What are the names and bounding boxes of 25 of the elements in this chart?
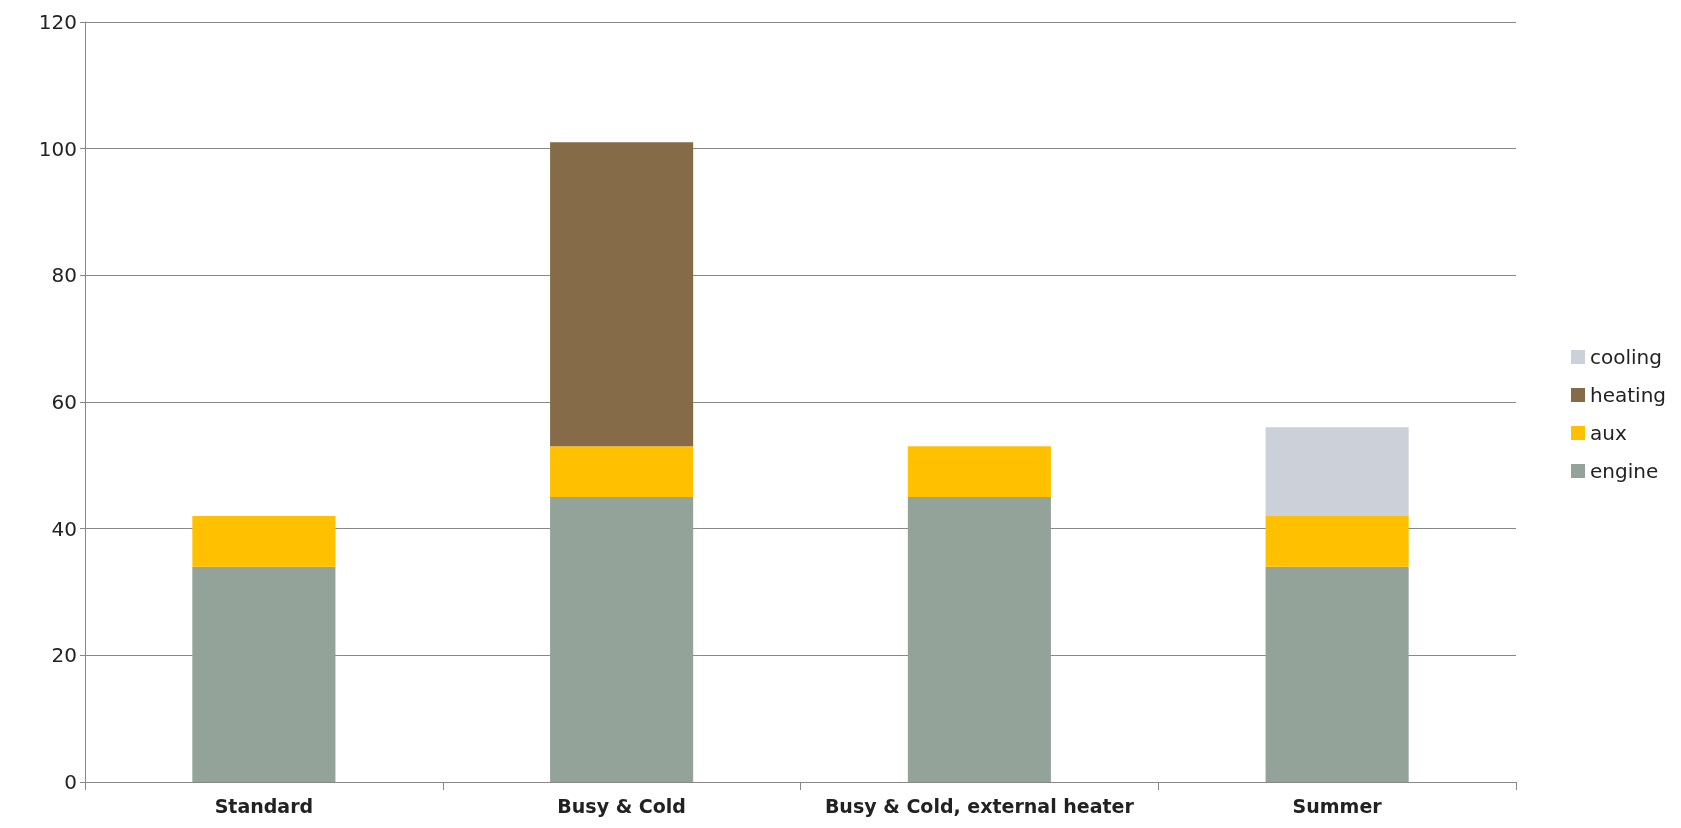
bar — [550, 497, 694, 782]
y-tick-label: 40 — [51, 516, 77, 541]
legend-label: engine — [1589, 459, 1659, 483]
y-tick-label: 60 — [51, 390, 77, 414]
x-tick-label: Summer — [1292, 794, 1383, 817]
y-tick-label: 0 — [64, 770, 77, 794]
bar — [192, 566, 336, 782]
y-tick-label: 20 — [51, 643, 77, 668]
bar — [550, 446, 694, 497]
bar — [1265, 566, 1409, 782]
x-tick-label: Busy & Cold — [557, 794, 686, 817]
y-tick-label: 80 — [51, 263, 77, 288]
bar — [907, 497, 1051, 782]
legend-label: aux — [1589, 421, 1627, 445]
bar — [1265, 427, 1409, 516]
y-tick-label: 120 — [38, 10, 77, 34]
legend-label: heating — [1589, 383, 1667, 407]
bar — [907, 446, 1051, 497]
x-tick-label: Standard — [214, 794, 314, 817]
x-tick-label: Busy & Cold, external heater — [824, 794, 1135, 817]
bar — [1265, 516, 1409, 567]
legend-label: cooling — [1589, 345, 1662, 369]
bar — [192, 516, 336, 567]
y-tick-label: 100 — [38, 136, 77, 161]
bar — [550, 142, 694, 447]
